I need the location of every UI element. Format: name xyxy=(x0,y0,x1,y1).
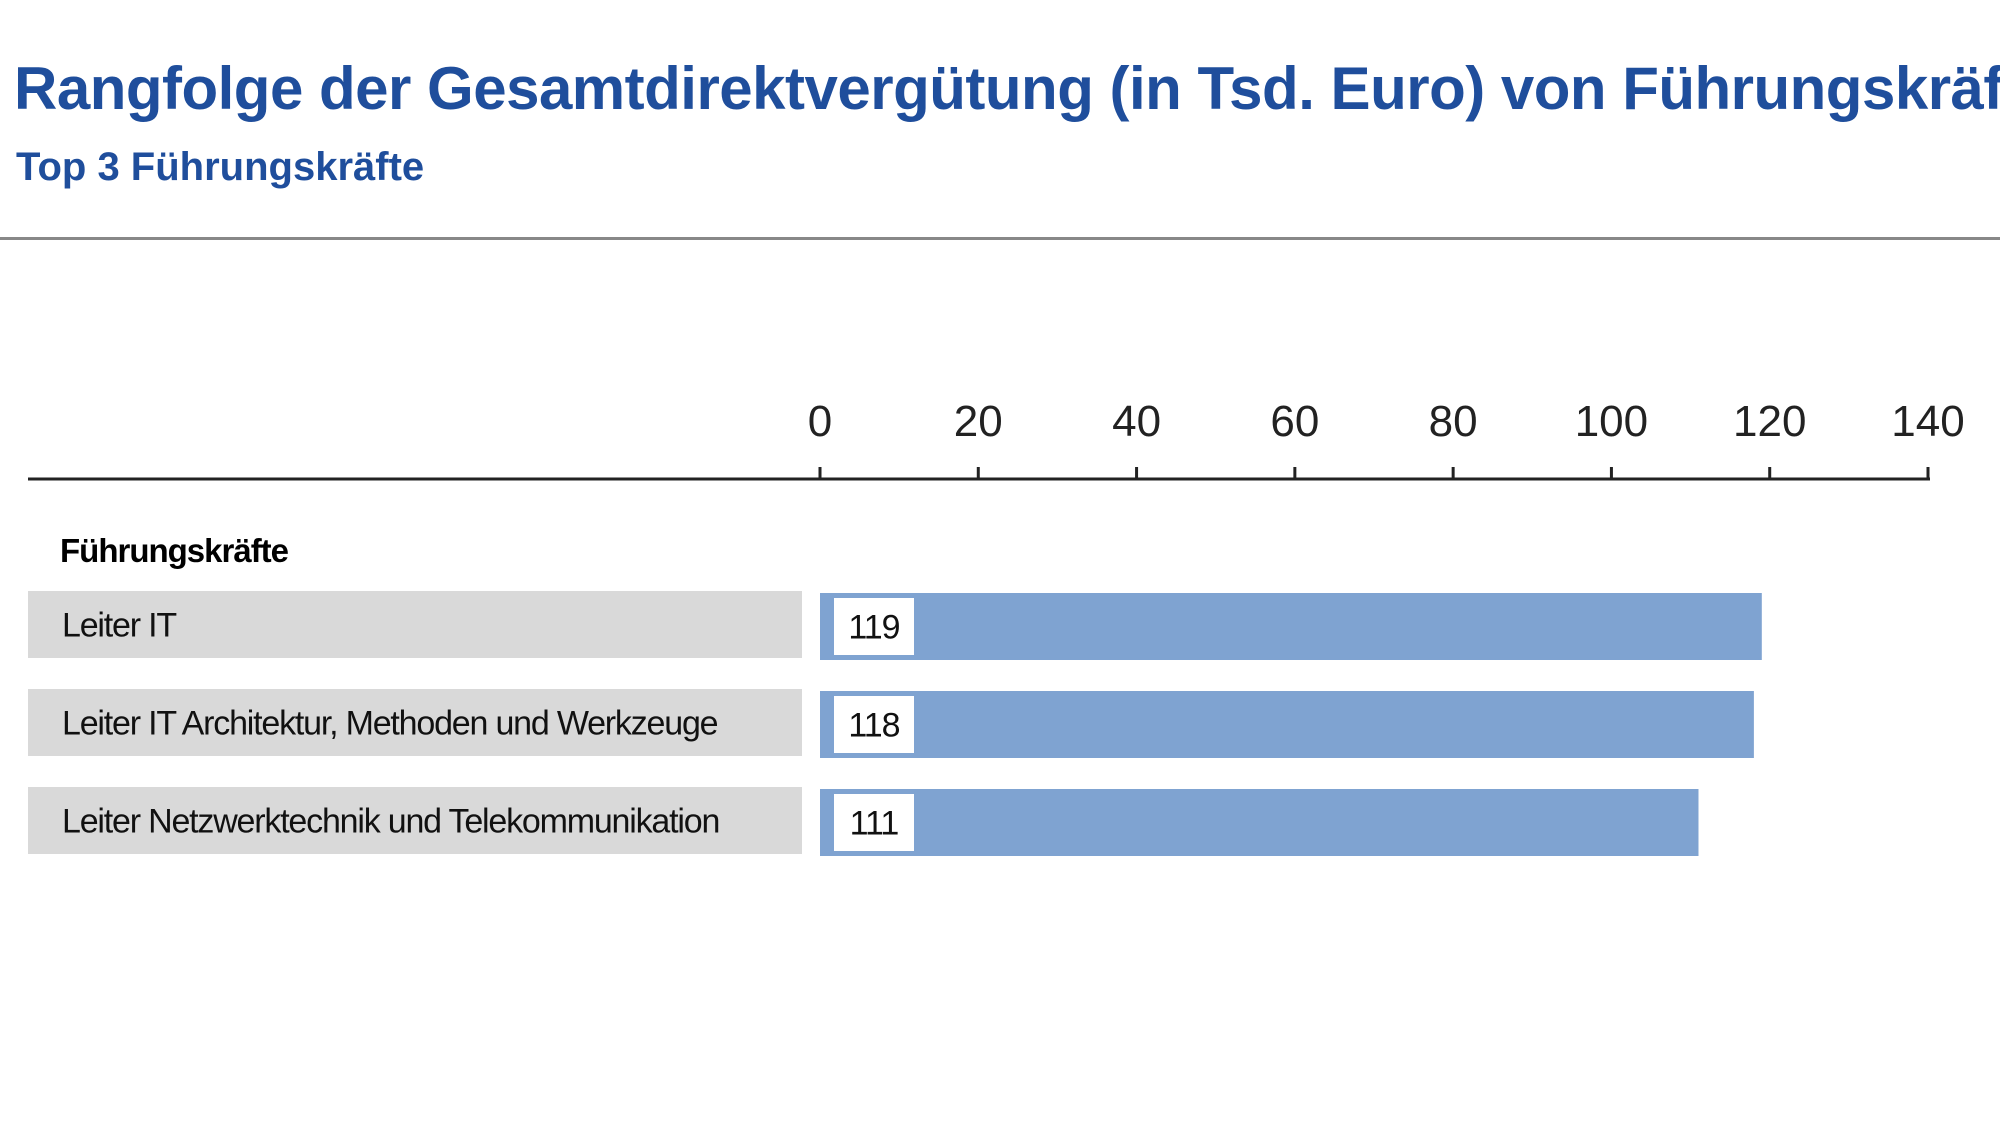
chart-title: Rangfolge der Gesamtdirektvergütung (in … xyxy=(14,55,2000,122)
category-label: Leiter Netzwerktechnik und Telekommunika… xyxy=(62,803,719,841)
value-box xyxy=(834,598,914,655)
x-axis: 0 20 40 60 80 100 120 140 xyxy=(28,397,1965,481)
group-label: Führungskräfte xyxy=(60,532,289,569)
x-tick-label: 80 xyxy=(1429,397,1478,446)
header-divider xyxy=(0,237,2000,240)
x-tick-label: 100 xyxy=(1575,397,1648,446)
bar-row: Leiter Netzwerktechnik und Telekommunika… xyxy=(28,787,1699,856)
category-label-cell xyxy=(28,689,802,756)
chart-subtitle: Top 3 Führungskräfte xyxy=(16,145,425,189)
bar-row: Leiter IT Architektur, Methoden und Werk… xyxy=(28,689,1754,758)
value-box xyxy=(834,696,914,753)
bar-rows: Leiter IT 119 Leiter IT Architektur, Metho… xyxy=(28,591,1762,856)
category-label: Leiter IT Architektur, Methoden und Werk… xyxy=(62,705,718,743)
category-label: Leiter IT xyxy=(62,607,176,645)
x-tick-label: 40 xyxy=(1112,397,1161,446)
value-box xyxy=(834,794,914,851)
bar xyxy=(820,691,1754,758)
x-tick-label: 140 xyxy=(1891,397,1964,446)
x-tick-label: 60 xyxy=(1270,397,1319,446)
x-tick-label: 20 xyxy=(954,397,1003,446)
x-tick-label: 0 xyxy=(808,397,832,446)
bar-row: Leiter IT 119 xyxy=(28,591,1762,660)
category-label-cell xyxy=(28,787,802,854)
data-label: 118 xyxy=(848,707,899,745)
data-label: 119 xyxy=(848,609,899,647)
data-label: 111 xyxy=(850,805,899,843)
bar xyxy=(820,789,1699,856)
bar xyxy=(820,593,1762,660)
x-tick-label: 120 xyxy=(1733,397,1806,446)
category-label-cell xyxy=(28,591,802,658)
